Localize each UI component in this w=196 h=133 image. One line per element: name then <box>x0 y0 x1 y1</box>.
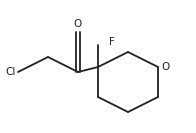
Text: O: O <box>74 19 82 29</box>
Text: Cl: Cl <box>6 67 16 77</box>
Text: F: F <box>109 37 115 47</box>
Text: O: O <box>161 62 169 72</box>
